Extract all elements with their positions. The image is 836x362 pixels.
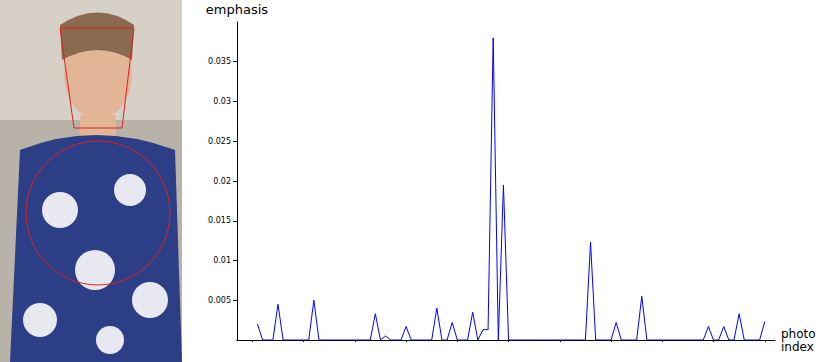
svg-text:0.015: 0.015 [208, 216, 231, 225]
svg-text:0.005: 0.005 [208, 296, 231, 305]
svg-text:0.01: 0.01 [213, 256, 231, 265]
svg-text:0.02: 0.02 [213, 177, 231, 186]
svg-text:emphasis: emphasis [206, 2, 269, 17]
svg-text:0.035: 0.035 [208, 57, 231, 66]
svg-text:0.03: 0.03 [213, 97, 231, 106]
svg-text:photo: photo [781, 327, 816, 341]
svg-text:0.025: 0.025 [208, 137, 231, 146]
svg-text:index: index [781, 340, 814, 354]
